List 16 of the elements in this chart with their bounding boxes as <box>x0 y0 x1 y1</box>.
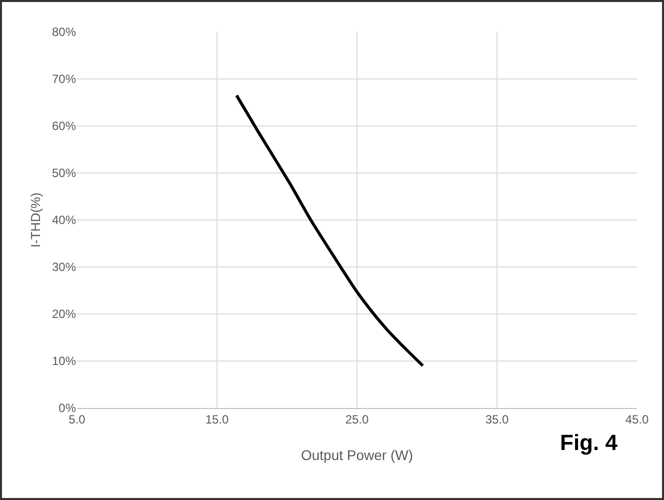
y-tick-label: 10% <box>52 354 76 368</box>
y-axis-title: I-THD(%) <box>28 192 43 248</box>
line-series <box>235 94 424 368</box>
x-tick-label: 35.0 <box>485 412 509 426</box>
y-tick-label: 40% <box>52 213 76 228</box>
y-tick-label: 80% <box>52 25 76 40</box>
x-tick-label: 25.0 <box>345 412 369 426</box>
y-tick-label: 20% <box>52 307 76 322</box>
y-tick-label: 30% <box>52 260 76 274</box>
y-tick-label: 70% <box>52 72 76 86</box>
x-tick-label: 45.0 <box>625 412 649 426</box>
x-tick-label: 15.0 <box>205 412 229 426</box>
caption: Fig. 4 <box>560 430 618 455</box>
y-tick-label: 60% <box>52 119 76 134</box>
y-tick-label: 50% <box>52 166 76 180</box>
x-axis-title: Output Power (W) <box>300 447 414 463</box>
